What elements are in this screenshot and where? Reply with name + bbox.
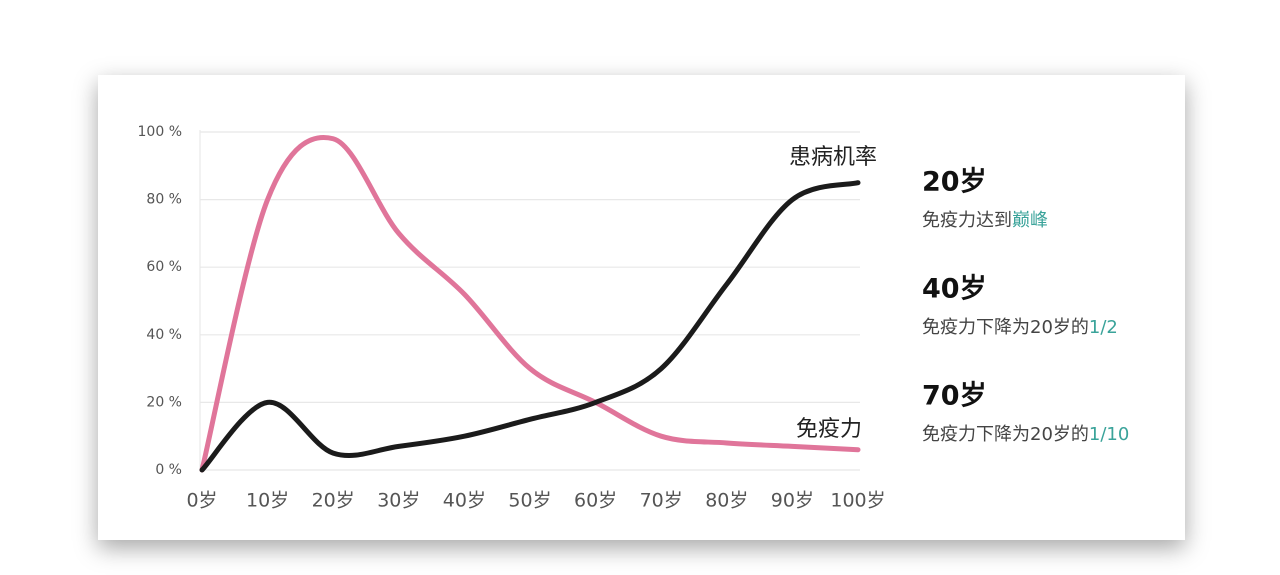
- annotation-title: 70岁: [922, 381, 987, 412]
- annotation-body: 免疫力达到: [922, 210, 1012, 231]
- x-tick-label: 80岁: [705, 490, 748, 512]
- x-tick-label: 70岁: [640, 490, 683, 512]
- x-tick-label: 60岁: [574, 490, 617, 512]
- y-tick-label: 100 %: [138, 124, 182, 140]
- x-tick-label: 0岁: [186, 490, 217, 512]
- annotation-text: 免疫力下降为20岁的1/10: [922, 424, 1129, 445]
- annotation-text: 免疫力达到巅峰: [922, 210, 1048, 231]
- series-label: 患病机率: [789, 145, 877, 170]
- y-tick-label: 80 %: [146, 192, 182, 208]
- x-tick-label: 50岁: [508, 490, 551, 512]
- annotation-title: 40岁: [922, 274, 987, 305]
- annotation-body: 免疫力下降为20岁的: [922, 424, 1089, 445]
- annotation-text: 免疫力下降为20岁的1/2: [922, 317, 1118, 338]
- x-tick-label: 30岁: [377, 490, 420, 512]
- y-tick-label: 0 %: [155, 462, 182, 478]
- card: [98, 75, 1185, 540]
- x-tick-label: 20岁: [312, 490, 355, 512]
- annotation-highlight: 巅峰: [1012, 210, 1048, 231]
- y-tick-label: 60 %: [146, 259, 182, 275]
- annotation-highlight: 1/10: [1089, 424, 1129, 445]
- x-tick-label: 100岁: [830, 490, 885, 512]
- y-tick-label: 20 %: [146, 394, 182, 410]
- series-label: 免疫力: [796, 417, 862, 442]
- x-tick-label: 10岁: [246, 490, 289, 512]
- y-tick-label: 40 %: [146, 327, 182, 343]
- x-tick-label: 40岁: [443, 490, 486, 512]
- annotation-highlight: 1/2: [1089, 317, 1118, 338]
- annotation-body: 免疫力下降为20岁的: [922, 317, 1089, 338]
- annotation-title: 20岁: [922, 167, 987, 198]
- line: [199, 180, 861, 473]
- x-tick-label: 90岁: [771, 490, 814, 512]
- line: [199, 135, 861, 473]
